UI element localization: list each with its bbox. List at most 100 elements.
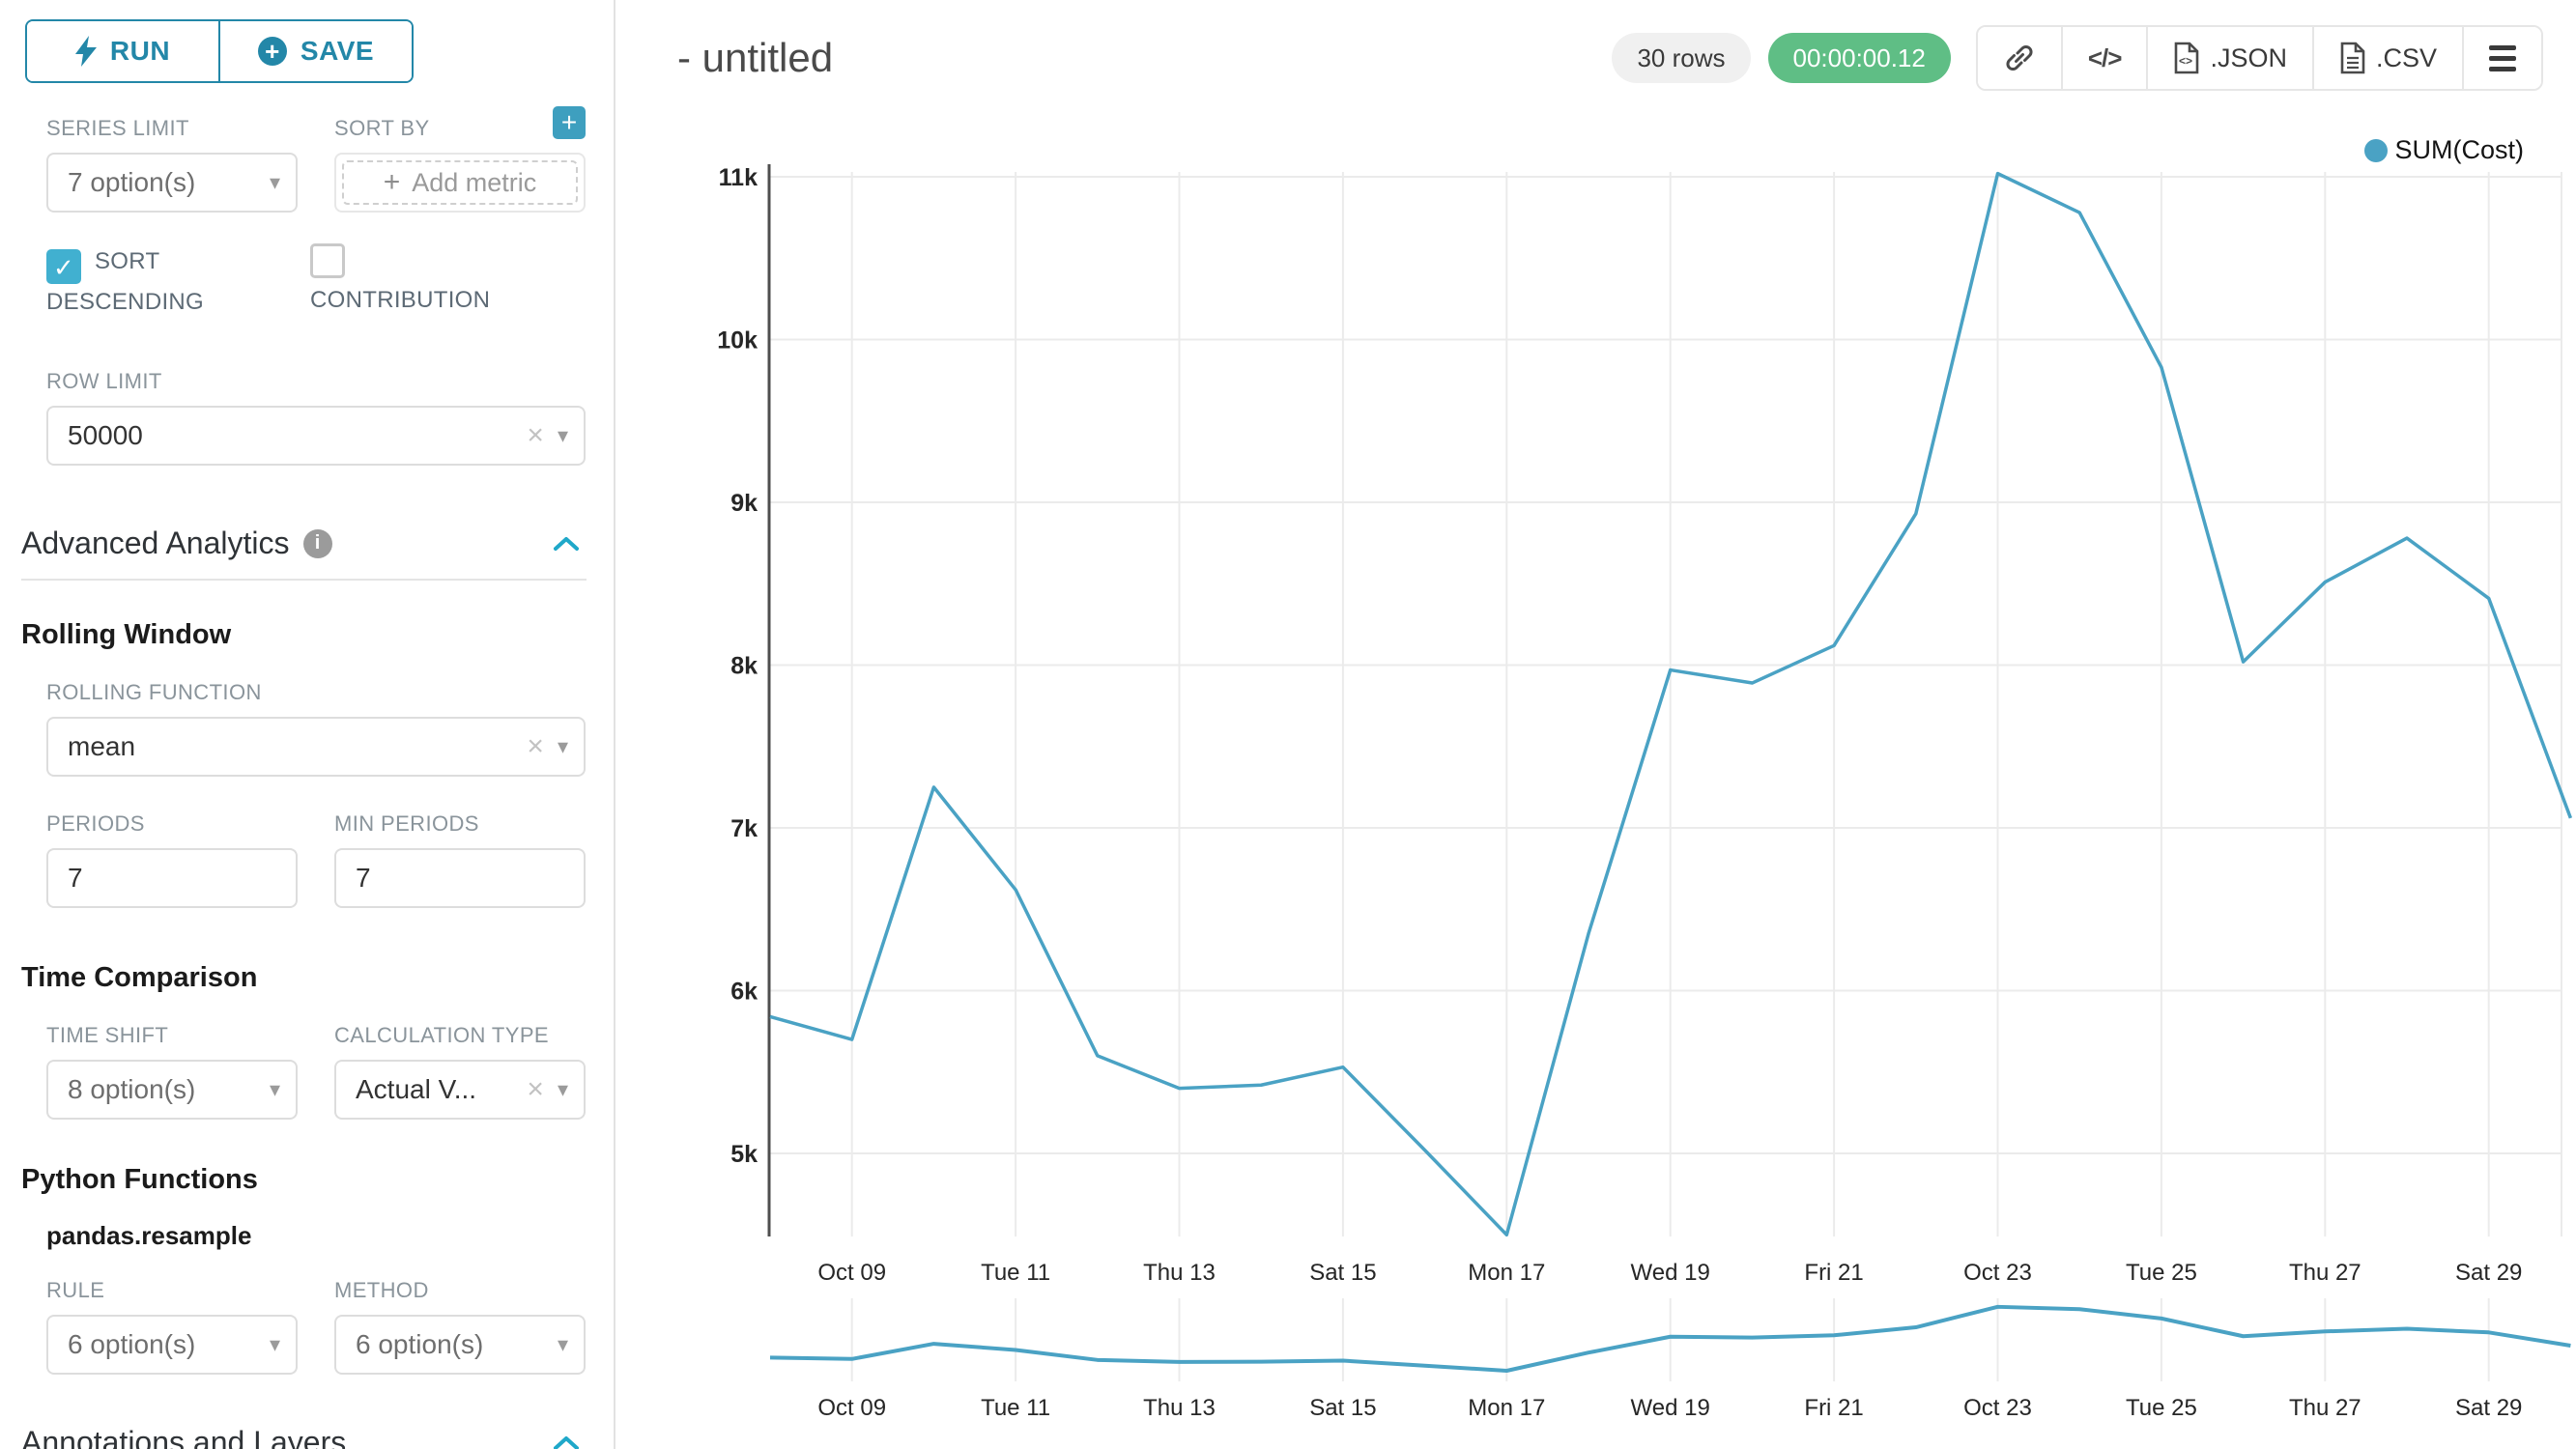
add-metric-label: Add metric xyxy=(412,167,537,197)
annotations-layers-section-header[interactable]: Annotations and Layers xyxy=(21,1425,587,1449)
code-icon: </> xyxy=(2087,43,2123,72)
export-csv-button[interactable]: .CSV xyxy=(2311,27,2462,89)
main-line-chart[interactable]: 5k 6k 7k 8k 9k 10k 11k Oct 09 Tue 11 Thu 13 Sat 15… xyxy=(615,135,2576,1285)
svg-text:Thu 27: Thu 27 xyxy=(2289,1395,2361,1421)
plus-icon: + xyxy=(383,166,401,198)
svg-text:Thu 13: Thu 13 xyxy=(1143,1395,1216,1421)
min-periods-label: MIN PERIODS xyxy=(334,811,479,836)
chevron-up-icon xyxy=(554,1435,579,1449)
svg-text:Tue 11: Tue 11 xyxy=(981,1260,1050,1285)
add-metric-button[interactable]: + Add metric xyxy=(342,160,578,205)
advanced-analytics-section-header[interactable]: Advanced Analytics i xyxy=(21,526,587,561)
svg-text:Oct 09: Oct 09 xyxy=(817,1395,886,1421)
rolling-window-title: Rolling Window xyxy=(21,619,232,650)
time-shift-label: TIME SHIFT xyxy=(46,1023,169,1047)
svg-text:Tue 25: Tue 25 xyxy=(2126,1395,2197,1421)
export-button-group: </> <> .JSON xyxy=(1975,25,2543,91)
svg-text:9k: 9k xyxy=(730,490,758,517)
svg-text:<>: <> xyxy=(2179,54,2192,68)
svg-text:11k: 11k xyxy=(719,164,758,191)
time-shift-select[interactable]: 8 option(s) ▾ xyxy=(46,1060,298,1120)
method-label: METHOD xyxy=(334,1278,429,1302)
chevron-down-icon: ▾ xyxy=(557,423,568,447)
chevron-down-icon: ▾ xyxy=(557,734,568,758)
row-limit-label: ROW LIMIT xyxy=(46,369,162,393)
annotations-layers-title: Annotations and Layers xyxy=(21,1425,347,1449)
share-link-button[interactable] xyxy=(1977,27,2061,89)
control-panel-sidebar: RUN + SAVE SERIES LIMIT 7 option(s) ▾ SO… xyxy=(0,0,615,1449)
periods-input[interactable] xyxy=(46,848,298,908)
row-limit-select[interactable]: 50000 × ▾ xyxy=(46,406,586,466)
sort-by-dropzone: + Add metric xyxy=(334,153,586,213)
run-button-label: RUN xyxy=(109,36,171,66)
rolling-function-label: ROLLING FUNCTION xyxy=(46,680,262,704)
svg-text:Oct 23: Oct 23 xyxy=(1963,1260,2032,1285)
chart-header: - untitled 30 rows 00:00:00.12 xyxy=(615,0,2576,91)
csv-file-icon xyxy=(2340,42,2365,74)
rule-label: RULE xyxy=(46,1278,105,1302)
link-icon xyxy=(2006,44,2033,71)
axis-labels: 5k 6k 7k 8k 9k 10k 11k Oct 09 Tue 11 Thu 13 Sat 15… xyxy=(717,164,2522,1285)
json-file-icon: <> xyxy=(2175,42,2199,74)
legend[interactable]: SUM(Cost) xyxy=(2363,135,2524,165)
svg-text:10k: 10k xyxy=(717,327,758,355)
svg-text:Sat 15: Sat 15 xyxy=(1309,1395,1376,1421)
mini-preview-chart[interactable]: Oct 09 Tue 11 Thu 13 Sat 15 Mon 17 Wed 19 Fri … xyxy=(615,1285,2576,1449)
chart-title: - untitled xyxy=(677,35,834,80)
svg-text:6k: 6k xyxy=(730,979,758,1006)
sort-descending-label: SORT DESCENDING xyxy=(46,248,205,315)
chevron-down-icon: ▾ xyxy=(269,1332,280,1356)
svg-text:Sat 29: Sat 29 xyxy=(2455,1260,2522,1285)
save-button[interactable]: + SAVE xyxy=(218,21,412,81)
chevron-down-icon: ▾ xyxy=(557,1077,568,1101)
rows-count-badge: 30 rows xyxy=(1612,33,1751,83)
method-value: 6 option(s) xyxy=(356,1329,484,1359)
svg-text:Mon 17: Mon 17 xyxy=(1468,1395,1545,1421)
rule-select[interactable]: 6 option(s) ▾ xyxy=(46,1315,298,1375)
add-sort-by-button[interactable]: + xyxy=(553,106,586,139)
advanced-analytics-title: Advanced Analytics xyxy=(21,526,290,560)
chevron-down-icon: ▾ xyxy=(269,170,280,194)
clear-icon[interactable]: × xyxy=(527,1073,544,1105)
time-shift-value: 8 option(s) xyxy=(68,1074,196,1104)
svg-text:Oct 09: Oct 09 xyxy=(817,1260,886,1285)
contribution-checkbox[interactable]: CONTRIBUTION xyxy=(310,243,537,321)
export-csv-label: .CSV xyxy=(2375,43,2437,72)
mini-series-line[interactable] xyxy=(769,1304,2571,1373)
svg-text:Mon 17: Mon 17 xyxy=(1468,1260,1545,1285)
plus-circle-icon: + xyxy=(257,37,287,66)
svg-text:Thu 27: Thu 27 xyxy=(2289,1260,2361,1285)
svg-text:Wed 19: Wed 19 xyxy=(1631,1395,1710,1421)
chart-panel: - untitled 30 rows 00:00:00.12 xyxy=(615,0,2576,1449)
clear-icon[interactable]: × xyxy=(527,730,544,762)
method-select[interactable]: 6 option(s) ▾ xyxy=(334,1315,586,1375)
min-periods-input[interactable] xyxy=(334,848,586,908)
calculation-type-select[interactable]: Actual V... × ▾ xyxy=(334,1060,586,1120)
series-line-sum-cost[interactable] xyxy=(769,171,2573,1236)
series-limit-select[interactable]: 7 option(s) ▾ xyxy=(46,153,298,213)
rolling-function-value: mean xyxy=(68,731,136,761)
rule-value: 6 option(s) xyxy=(68,1329,196,1359)
sort-descending-checkbox[interactable]: ✓ SORT DESCENDING xyxy=(46,243,273,321)
svg-text:7k: 7k xyxy=(730,815,758,842)
pandas-resample-label: pandas.resample xyxy=(46,1221,252,1250)
svg-text:Sat 15: Sat 15 xyxy=(1309,1260,1376,1285)
menu-button[interactable] xyxy=(2462,27,2541,89)
gridlines xyxy=(769,172,2562,1236)
mini-gridlines: Oct 09 Tue 11 Thu 13 Sat 15 Mon 17 Wed 19 Fri … xyxy=(817,1298,2522,1421)
svg-text:Fri 21: Fri 21 xyxy=(1804,1260,1863,1285)
run-button[interactable]: RUN xyxy=(27,21,218,81)
periods-label: PERIODS xyxy=(46,811,145,836)
export-json-button[interactable]: <> .JSON xyxy=(2146,27,2312,89)
row-limit-value: 50000 xyxy=(68,420,143,450)
contribution-label: CONTRIBUTION xyxy=(310,287,491,313)
svg-text:Wed 19: Wed 19 xyxy=(1631,1260,1710,1285)
svg-text:Tue 25: Tue 25 xyxy=(2126,1260,2197,1285)
rolling-function-select[interactable]: mean × ▾ xyxy=(46,717,586,777)
clear-icon[interactable]: × xyxy=(527,419,544,451)
svg-text:8k: 8k xyxy=(730,653,758,680)
section-divider xyxy=(21,579,587,581)
view-query-button[interactable]: </> xyxy=(2060,27,2147,89)
svg-text:Tue 11: Tue 11 xyxy=(981,1395,1050,1421)
